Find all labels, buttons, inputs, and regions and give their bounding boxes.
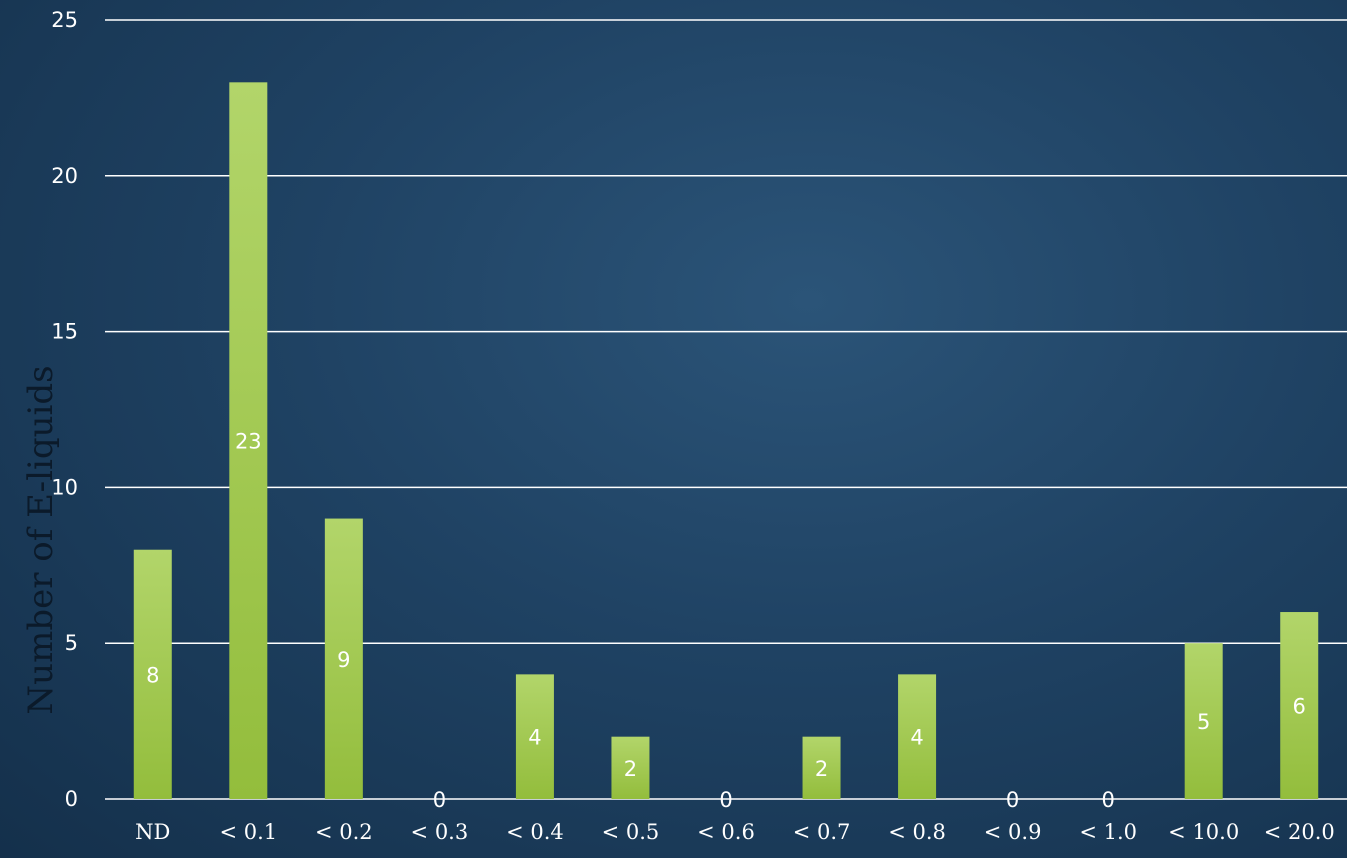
x-tick-label: < 1.0: [1079, 820, 1137, 844]
y-tick-label: 10: [51, 475, 78, 499]
x-tick-label: < 10.0: [1168, 820, 1239, 844]
data-label: 9: [337, 648, 350, 672]
data-labels: 8 23 9 0 4 2 0 2 4 0 0 5 6: [146, 430, 1306, 812]
x-tick-label: < 0.2: [315, 820, 373, 844]
bar: [802, 736, 841, 799]
x-tick-label: ND: [135, 820, 170, 844]
data-label: 2: [624, 757, 637, 781]
bars: [133, 82, 1319, 799]
y-tick-label: 0: [65, 787, 78, 811]
x-tick-label: < 0.5: [602, 820, 660, 844]
x-tick-label: < 0.3: [411, 820, 469, 844]
data-label: 8: [146, 663, 159, 687]
x-tick-label: < 0.1: [219, 820, 277, 844]
x-tick-label: < 0.8: [888, 820, 946, 844]
bar: [515, 674, 554, 799]
y-tick-label: 5: [65, 631, 78, 655]
data-label: 0: [1101, 788, 1114, 812]
bar: [898, 674, 937, 799]
data-label: 0: [433, 788, 446, 812]
bar: [324, 518, 363, 799]
gridlines: [105, 19, 1347, 800]
data-label: 2: [815, 757, 828, 781]
y-tick-labels: 0 5 10 15 20 25: [51, 8, 78, 811]
data-label: 4: [910, 726, 923, 750]
bar: [133, 549, 172, 799]
x-tick-label: < 0.9: [984, 820, 1042, 844]
data-label: 5: [1197, 710, 1210, 734]
data-label: 0: [1006, 788, 1019, 812]
data-label: 0: [719, 788, 732, 812]
bar: [229, 82, 268, 799]
y-tick-label: 25: [51, 8, 78, 32]
bar: [1184, 643, 1223, 799]
bar: [1280, 612, 1319, 799]
y-axis-label: Number of E-liquids: [21, 365, 61, 714]
y-tick-label: 20: [51, 164, 78, 188]
y-tick-label: 15: [51, 320, 78, 344]
bar: [611, 736, 650, 799]
x-tick-label: < 0.7: [793, 820, 851, 844]
data-label: 23: [235, 430, 262, 454]
x-tick-label: < 20.0: [1264, 820, 1335, 844]
x-tick-label: < 0.4: [506, 820, 564, 844]
data-label: 6: [1293, 695, 1306, 719]
x-tick-labels: ND < 0.1 < 0.2 < 0.3 < 0.4 < 0.5 < 0.6 < 0.7 < 0…: [135, 820, 1335, 844]
x-tick-label: < 0.6: [697, 820, 755, 844]
data-label: 4: [528, 726, 541, 750]
